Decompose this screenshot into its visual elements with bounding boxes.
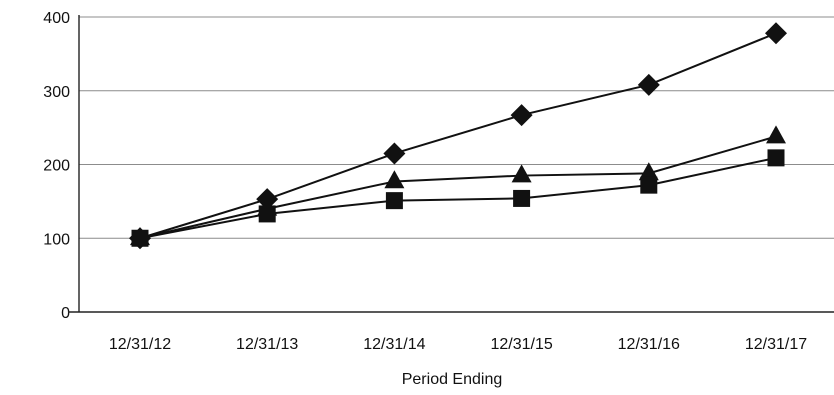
data-point-square-4 <box>640 176 658 194</box>
data-point-square-3 <box>513 189 531 207</box>
series-line-diamond <box>139 32 777 240</box>
data-point-triangle-3 <box>511 164 532 183</box>
axes: 0 100 200 300 400 12/31/12 12/31/13 12/31/14 12/… <box>43 10 834 353</box>
series-lines <box>139 32 777 240</box>
x-tick-label-4: 12/31/16 <box>618 336 680 353</box>
gridlines <box>79 16 834 239</box>
y-tick-label-100: 100 <box>43 231 70 248</box>
series-line-square <box>139 156 777 240</box>
y-tick-label-200: 200 <box>43 158 70 175</box>
data-point-square-0 <box>131 229 149 247</box>
y-tick-label-0: 0 <box>61 305 70 322</box>
x-tick-label-3: 12/31/15 <box>490 336 552 353</box>
data-point-square-2 <box>385 192 403 210</box>
x-tick-label-2: 12/31/14 <box>363 336 425 353</box>
data-point-square-5 <box>767 149 785 167</box>
y-tick-label-300: 300 <box>43 84 70 101</box>
x-tick-label-5: 12/31/17 <box>745 336 807 353</box>
x-tick-label-0: 12/31/12 <box>109 336 171 353</box>
data-point-triangle-5 <box>766 125 786 144</box>
data-point-diamond-3 <box>510 104 533 127</box>
series-markers <box>129 22 787 250</box>
y-tick-label-400: 400 <box>43 10 70 27</box>
x-tick-label-1: 12/31/13 <box>236 336 298 353</box>
series-line-triangle <box>139 135 777 240</box>
data-point-diamond-2 <box>383 142 406 165</box>
x-axis-title: Period Ending <box>402 371 503 388</box>
data-point-triangle-4 <box>638 162 659 181</box>
data-point-diamond-4 <box>637 73 660 96</box>
data-point-square-1 <box>258 205 276 223</box>
data-point-diamond-5 <box>765 22 787 45</box>
data-point-triangle-2 <box>384 170 405 189</box>
